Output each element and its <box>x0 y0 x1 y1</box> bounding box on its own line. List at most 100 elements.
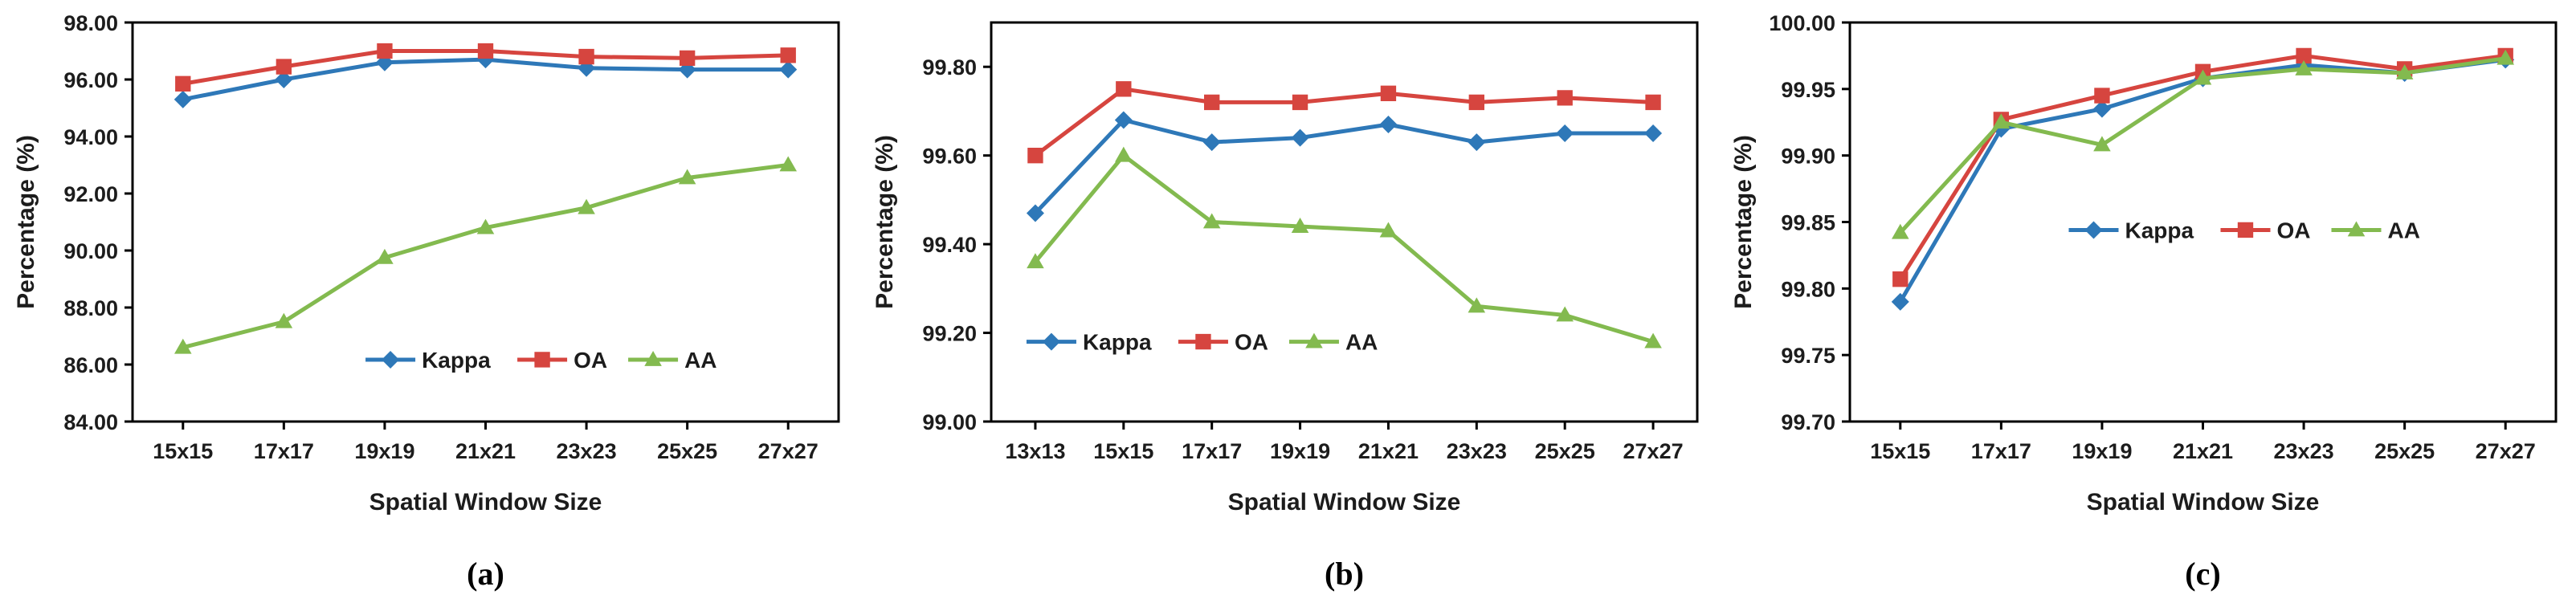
series-marker-Kappa <box>1114 111 1133 129</box>
figure-a: 84.00 86.00 88.00 90.00 92.00 94.00 96.00 98.00… <box>0 0 859 603</box>
legend-label-Kappa: Kappa <box>422 348 491 373</box>
legend-marker-AA <box>644 350 662 366</box>
y-tick-label: 99.40 <box>922 233 977 257</box>
y-tick-label: 99.20 <box>922 322 977 346</box>
legend-label-OA: OA <box>1235 330 1268 355</box>
figure-c-caption: (c) <box>2185 556 2221 592</box>
series-marker-AA <box>1202 213 1221 229</box>
y-tick-label: 96.00 <box>63 68 118 92</box>
series-marker-AA <box>1027 253 1044 269</box>
series-marker-Kappa <box>1026 204 1044 222</box>
x-tick-label: 19x19 <box>354 439 414 463</box>
figure-c: 99.70 99.75 99.80 99.85 99.90 99.95 100.00 15x1… <box>1717 0 2576 603</box>
legend-marker-OA <box>2237 222 2254 238</box>
series-marker-OA <box>1468 94 1484 111</box>
figure-b: 99.00 99.20 99.40 99.60 99.80 13x13 15x15 17x17… <box>859 0 1717 603</box>
series-marker-AA <box>1556 306 1574 322</box>
series-marker-OA <box>1116 81 1132 97</box>
y-tick-label: 98.00 <box>63 11 118 35</box>
series-marker-OA <box>679 50 696 67</box>
series-marker-Kappa <box>2092 100 2111 118</box>
legend-marker-Kappa <box>2084 221 2103 239</box>
series-marker-AA <box>174 338 192 354</box>
series-line-Kappa <box>1034 117 1654 215</box>
legend-marker-AA <box>1305 332 1323 348</box>
series-marker-OA <box>276 59 292 75</box>
y-tick-label: 99.85 <box>1781 211 1835 235</box>
y-tick-label: 99.75 <box>1781 344 1835 368</box>
legend-marker-AA <box>2347 221 2366 237</box>
y-tick-label: 90.00 <box>63 239 118 263</box>
series-marker-Kappa <box>1556 124 1574 143</box>
series-marker-OA <box>1027 147 1043 164</box>
series-marker-AA <box>779 156 797 172</box>
x-axis-title: Spatial Window Size <box>1228 489 1461 515</box>
legend-label-OA: OA <box>574 348 607 373</box>
legend-marker-OA <box>534 352 550 368</box>
x-tick-label: 25x25 <box>2374 439 2435 463</box>
chart-c-canvas: 99.70 99.75 99.80 99.85 99.90 99.95 100.00 15x1… <box>1730 11 2558 515</box>
series-line-AA <box>1034 153 1654 344</box>
series-marker-OA <box>1204 94 1220 111</box>
chart-b-canvas: 99.00 99.20 99.40 99.60 99.80 13x13 15x15 17x17… <box>872 21 1699 515</box>
x-tick-label: 27x27 <box>2476 439 2536 463</box>
y-tick-label: 88.00 <box>63 296 118 320</box>
legend-label-Kappa: Kappa <box>1083 330 1152 355</box>
series-marker-AA <box>1291 218 1309 233</box>
x-tick-label: 15x15 <box>153 439 213 463</box>
series-marker-AA <box>1892 223 1909 239</box>
legend-label-AA: AA <box>1345 330 1378 355</box>
series-marker-Kappa <box>1644 124 1663 143</box>
y-tick-label: 92.00 <box>63 182 118 206</box>
x-tick-label: 27x27 <box>1623 439 1684 463</box>
plot-border <box>990 21 1699 423</box>
x-tick-label: 23x23 <box>2274 439 2334 463</box>
series-marker-Kappa <box>275 71 293 88</box>
legend-marker-Kappa <box>382 350 400 369</box>
series-marker-Kappa <box>174 90 192 108</box>
y-axis-title: Percentage (%) <box>872 135 898 309</box>
x-tick-label: 25x25 <box>1535 439 1595 463</box>
series-marker-AA <box>2496 49 2514 65</box>
series-marker-AA <box>1992 113 2011 129</box>
y-tick-label: 99.80 <box>922 55 977 79</box>
y-tick-label: 94.00 <box>63 125 118 149</box>
series-marker-AA <box>2395 63 2414 79</box>
x-tick-label: 19x19 <box>2072 439 2132 463</box>
x-tick-label: 27x27 <box>758 439 819 463</box>
series-marker-OA <box>1557 90 1573 106</box>
x-tick-label: 21x21 <box>2173 439 2233 463</box>
series-marker-Kappa <box>1468 133 1486 152</box>
legend-label-AA: AA <box>2387 218 2419 242</box>
x-tick-label: 25x25 <box>657 439 717 463</box>
x-tick-label: 17x17 <box>254 439 314 463</box>
series-marker-Kappa <box>779 60 798 79</box>
series-marker-AA <box>1115 146 1133 162</box>
x-tick-label: 23x23 <box>557 439 617 463</box>
legend-marker-OA <box>1195 333 1211 350</box>
y-tick-label: 99.95 <box>1781 78 1835 102</box>
x-axis-title: Spatial Window Size <box>369 489 602 515</box>
series-marker-OA <box>1645 94 1661 111</box>
x-tick-label: 15x15 <box>1870 439 1930 463</box>
legend-label-AA: AA <box>684 348 716 373</box>
y-tick-label: 99.00 <box>922 410 977 434</box>
legend-label-Kappa: Kappa <box>2125 218 2194 242</box>
series-marker-AA <box>1379 222 1398 238</box>
chart-a-canvas: 84.00 86.00 88.00 90.00 92.00 94.00 96.00 98.00… <box>13 11 840 515</box>
series-marker-AA <box>376 248 394 264</box>
x-tick-label: 15x15 <box>1093 439 1153 463</box>
x-tick-label: 17x17 <box>1182 439 1242 463</box>
figure-a-caption: (a) <box>467 556 504 592</box>
series-marker-Kappa <box>1891 292 1909 311</box>
series-marker-AA <box>578 198 595 214</box>
series-marker-OA <box>377 43 393 59</box>
x-tick-label: 13x13 <box>1005 439 1065 463</box>
y-tick-label: 84.00 <box>63 410 118 434</box>
figure-b-caption: (b) <box>1325 556 1364 592</box>
series-marker-AA <box>275 312 293 328</box>
y-tick-label: 100.00 <box>1769 11 1835 35</box>
series-marker-OA <box>1380 85 1397 102</box>
y-tick-label: 99.60 <box>922 145 977 169</box>
x-tick-label: 23x23 <box>1447 439 1507 463</box>
